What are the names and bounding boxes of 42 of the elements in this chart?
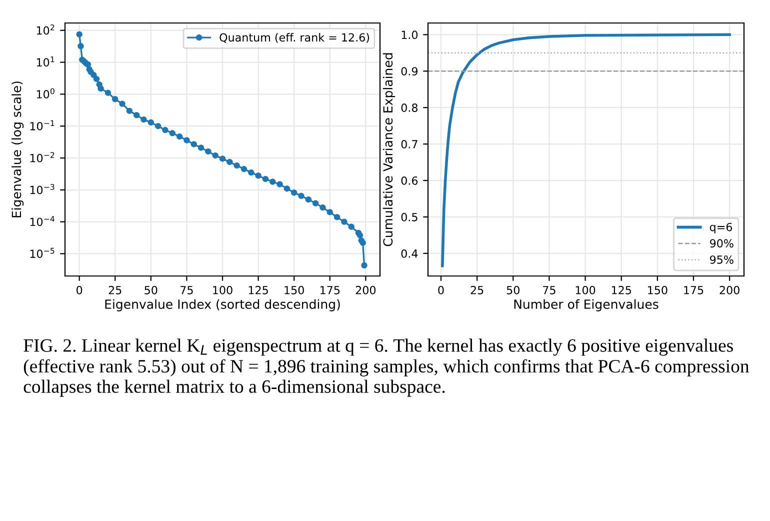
x-tick-label: 75 bbox=[180, 286, 193, 294]
x-tick-label: 75 bbox=[543, 286, 556, 294]
y-tick-label: 0.6 bbox=[401, 176, 418, 185]
y-tick-label: 10$^{2}$ bbox=[36, 24, 54, 35]
y-tick-label: 0.9 bbox=[401, 67, 418, 76]
x-tick-label: 25 bbox=[470, 286, 484, 294]
y-tick-label: 10$^{0}$ bbox=[36, 88, 54, 98]
y-tick-label: 0.5 bbox=[401, 212, 418, 222]
legend-label: q=6 bbox=[710, 222, 732, 234]
y-tick-label: 10$^{−2}$ bbox=[30, 152, 54, 162]
x-tick-label: 200 bbox=[720, 286, 740, 294]
y-tick-label: 0.4 bbox=[401, 249, 418, 258]
y-tick-label: 10$^{1}$ bbox=[36, 56, 54, 67]
x-tick-label: 50 bbox=[506, 286, 520, 294]
x-tick-label: 200 bbox=[356, 286, 376, 294]
x-tick-label: 0 bbox=[76, 286, 82, 294]
x-tick-label: 125 bbox=[248, 286, 268, 294]
x-axis-title: Number of Eigenvalues bbox=[514, 299, 658, 312]
y-axis-title: Cumulative Variance Explained bbox=[382, 53, 396, 246]
x-tick-label: 175 bbox=[320, 286, 340, 294]
legend-label: 90% bbox=[710, 239, 734, 248]
y-tick-label: 0.8 bbox=[401, 104, 418, 112]
x-tick-label: 125 bbox=[612, 286, 631, 294]
x-tick-label: 150 bbox=[648, 286, 668, 294]
x-tick-label: 150 bbox=[284, 286, 304, 294]
x-tick-label: 50 bbox=[144, 286, 158, 294]
x-tick-label: 25 bbox=[108, 286, 122, 294]
x-tick-label: 100 bbox=[576, 286, 596, 294]
y-tick-label: 10$^{−5}$ bbox=[30, 248, 54, 258]
y-tick-label: 0.7 bbox=[401, 140, 418, 148]
legend-label: 95% bbox=[710, 255, 734, 264]
y-tick-label: 1.0 bbox=[402, 30, 418, 40]
x-axis-title: Eigenvalue Index (sorted descending) bbox=[105, 299, 340, 312]
y-axis-title: Eigenvalue (log scale) bbox=[12, 82, 24, 218]
y-tick-label: 10$^{−4}$ bbox=[30, 216, 54, 226]
x-tick-label: 0 bbox=[438, 286, 444, 294]
x-tick-label: 175 bbox=[684, 286, 704, 294]
legend-label: Quantum (eff. rank = 12.6) bbox=[220, 33, 370, 43]
y-tick-label: 10$^{−1}$ bbox=[30, 120, 54, 130]
y-tick-label: 10$^{−3}$ bbox=[30, 184, 54, 194]
caption: FIG. 2. Linear kernel K$_{L}$ eigenspectrum at q = 6. The kernel has exactly 6 positive eigenvalues (effective rank 5.53) out of N = 1,896 training samples, which confirms that PCA-6 compression collapses the kernel matrix to a 6-dimensional subspace. bbox=[24, 338, 750, 397]
x-tick-label: 100 bbox=[213, 286, 232, 294]
